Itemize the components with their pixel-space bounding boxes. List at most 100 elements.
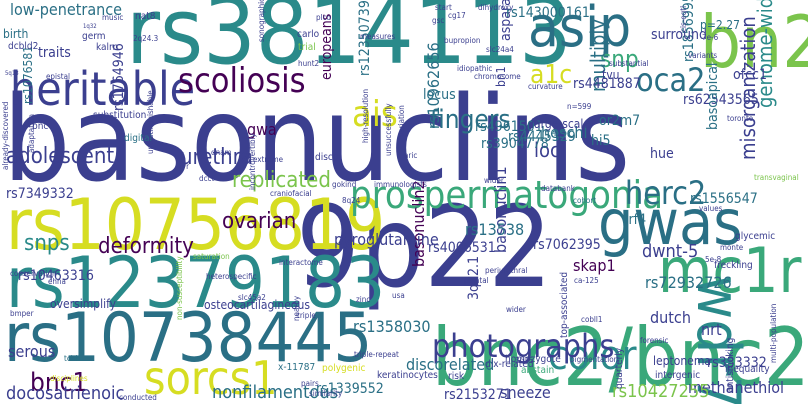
- cloud-word: snp: [600, 45, 639, 73]
- cloud-word: cg17: [448, 11, 466, 20]
- cloud-word: large-scale: [531, 117, 591, 131]
- cloud-word: music: [102, 13, 124, 22]
- cloud-word: rs72932726: [645, 273, 732, 292]
- cloud-word: high-resolution: [361, 88, 370, 143]
- cloud-word: locus: [423, 87, 456, 103]
- cloud-word: n=599: [567, 102, 592, 111]
- cloud-word: dcbld2: [8, 41, 39, 52]
- cloud-word: undistinguishable: [146, 90, 155, 154]
- cloud-word: databank: [541, 184, 575, 193]
- cloud-word: monte: [720, 243, 744, 252]
- cloud-word: discorelated: [406, 355, 495, 374]
- cloud-word: heschl: [541, 123, 588, 142]
- cloud-word: inequality: [725, 364, 770, 375]
- cloud-word: similarity: [309, 389, 343, 398]
- cloud-word: epistal: [46, 72, 70, 81]
- cloud-word: 3q25: [515, 356, 534, 365]
- cloud-word: conservation: [10, 269, 57, 278]
- cloud-word: ovarian: [222, 209, 297, 234]
- cloud-word: cobll1: [581, 315, 603, 324]
- cloud-word: heritable: [10, 62, 196, 116]
- cloud-word: idiopathic: [457, 64, 493, 73]
- cloud-word: rs13538: [465, 220, 525, 239]
- cloud-word: hunt2: [298, 59, 320, 68]
- cloud-word: aric: [404, 151, 418, 160]
- cloud-word: measures: [360, 32, 396, 41]
- cloud-word: plco: [316, 13, 331, 22]
- cloud-word: scoliosis: [178, 61, 306, 101]
- cloud-word: tyr: [179, 162, 190, 171]
- cloud-word: rs3814113: [126, 0, 572, 85]
- cloud-word: interactome: [279, 258, 323, 267]
- cloud-word: basonuclins: [3, 70, 631, 208]
- cloud-word: rs7062395: [533, 237, 601, 253]
- cloud-word: nonfilamentous: [212, 382, 339, 403]
- cloud-word: kalrn: [96, 42, 119, 53]
- cloud-word: mc1r: [658, 234, 802, 307]
- cloud-word: usa: [392, 291, 405, 300]
- cloud-word: carlo: [297, 29, 320, 40]
- cloud-word: saturation: [193, 252, 230, 261]
- cloud-word: nearby: [292, 295, 301, 321]
- cloud-word: methanethiol: [688, 378, 785, 397]
- cloud-word: nrt: [701, 320, 722, 339]
- cloud-word: bnc1: [30, 368, 88, 398]
- cloud-word: homozygote: [505, 354, 561, 365]
- cloud-word: a1c: [530, 60, 573, 90]
- cloud-word: ca-125: [574, 276, 599, 285]
- cloud-word: dnam: [211, 148, 232, 157]
- cloud-word: forensic: [640, 336, 669, 345]
- cloud-word: gsc: [432, 16, 445, 25]
- cloud-word: rs10962656: [424, 42, 443, 129]
- cloud-word: palatal: [464, 276, 489, 285]
- cloud-word: leptonema: [653, 354, 711, 368]
- cloud-word: rs7349332: [6, 186, 74, 202]
- cloud-word: snps: [24, 231, 70, 256]
- cloud-word: variation: [397, 105, 406, 137]
- cloud-word: heterospecific: [206, 272, 257, 281]
- cloud-word: 1q32: [83, 23, 97, 30]
- cloud-word: loci: [534, 138, 565, 162]
- cloud-word: freckling: [714, 260, 753, 271]
- cloud-word: rs3904778: [481, 136, 549, 152]
- cloud-word: variants: [688, 51, 718, 60]
- cloud-word: rs333332: [707, 355, 767, 371]
- cloud-word: nat8: [135, 11, 156, 22]
- cloud-word: urethra: [180, 145, 253, 170]
- cloud-word: polygenic: [322, 363, 366, 374]
- cloud-word: values: [699, 204, 723, 213]
- cloud-word: abstain: [521, 365, 555, 376]
- cloud-word: tchh: [64, 354, 80, 363]
- cloud-word: triple-repeat: [354, 350, 399, 359]
- cloud-word: ais: [352, 94, 398, 135]
- cloud-word: dlx-related: [485, 359, 534, 370]
- cloud-word: 8q24: [342, 196, 361, 205]
- cloud-word: extreme: [253, 155, 284, 164]
- cloud-word: substantial: [609, 59, 649, 68]
- cloud-word: rs1076581: [21, 45, 35, 104]
- cloud-word: gokind: [332, 180, 357, 189]
- cloud-word: oversimplify: [50, 297, 117, 311]
- cloud-word: unsuccessfully: [384, 103, 393, 156]
- cloud-word: ehna: [48, 277, 66, 286]
- cloud-word: prospermatogonia: [350, 173, 664, 217]
- cloud-word: tvu: [602, 68, 620, 82]
- cloud-word: rs2153271: [444, 387, 512, 403]
- cloud-word: incontrovertibly: [248, 133, 257, 190]
- cloud-word: 5q13: [5, 70, 19, 77]
- cloud-word: sneeze: [500, 383, 551, 402]
- cloud-word: rs4445329: [508, 129, 576, 145]
- cloud-word: chromosome: [474, 72, 521, 81]
- cloud-word: irf4: [625, 212, 647, 228]
- cloud-word: rs12379183: [6, 242, 386, 324]
- cloud-word: toronto: [727, 114, 754, 123]
- cloud-word: already-discovered: [1, 101, 10, 170]
- cloud-word: rs10738445: [4, 299, 373, 378]
- cloud-word: deformity: [98, 234, 194, 259]
- cloud-word: low-penetrance: [10, 0, 123, 19]
- cloud-word: substitution: [93, 110, 147, 121]
- cloud-word: dwnt-5: [642, 241, 699, 262]
- cloud-word: or2m7: [599, 113, 641, 129]
- cloud-word: cis-eqtl: [679, 5, 688, 32]
- cloud-word: rs1339552: [316, 381, 384, 397]
